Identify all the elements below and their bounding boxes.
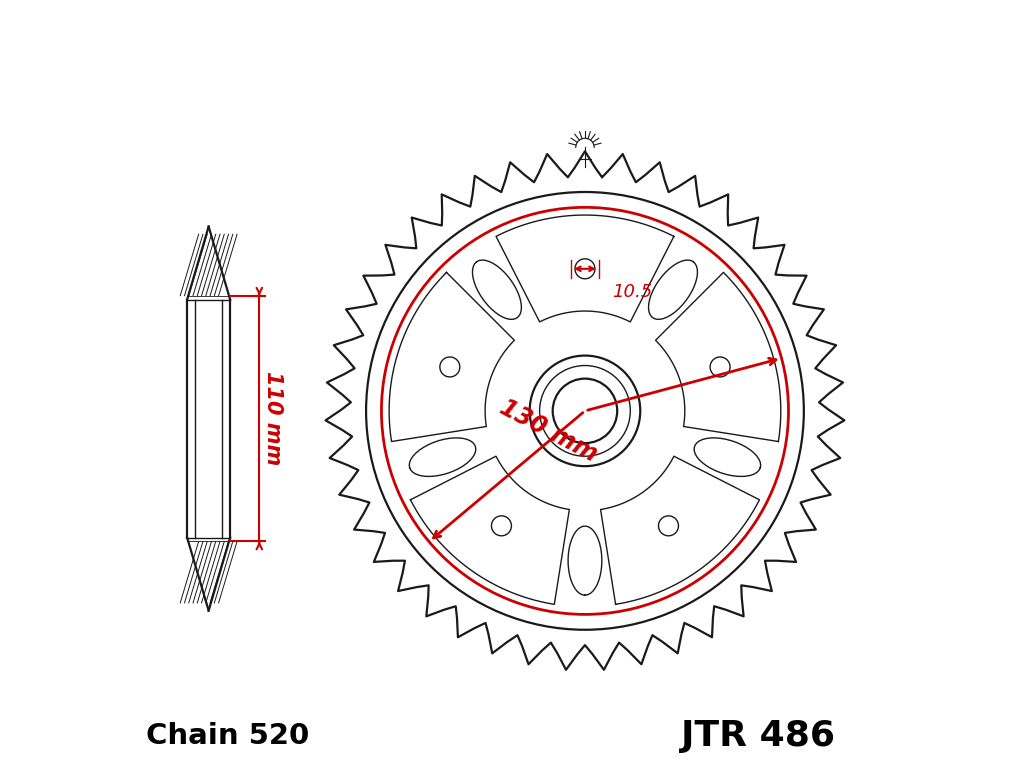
Text: 110 mm: 110 mm bbox=[263, 372, 284, 465]
Text: 130 mm: 130 mm bbox=[496, 396, 601, 467]
Text: Chain 520: Chain 520 bbox=[146, 722, 309, 750]
Text: JTR 486: JTR 486 bbox=[681, 719, 835, 753]
Text: 10.5: 10.5 bbox=[612, 283, 652, 300]
